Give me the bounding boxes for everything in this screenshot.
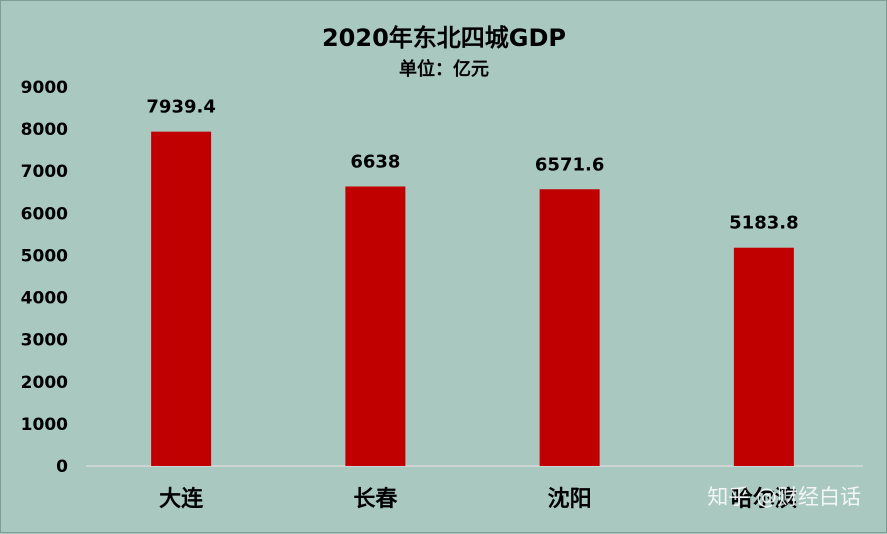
data-label: 7939.4 <box>146 97 215 118</box>
y-tick-label: 6000 <box>21 204 68 224</box>
bar <box>539 189 600 466</box>
chart-title: 2020年东北四城GDP <box>322 24 566 52</box>
y-tick-label: 1000 <box>21 415 68 435</box>
bar <box>733 247 794 466</box>
y-tick-label: 8000 <box>21 120 68 140</box>
y-tick-label: 5000 <box>21 246 68 266</box>
y-tick-label: 2000 <box>21 373 68 393</box>
bar <box>345 186 406 467</box>
y-axis: 0 1000 2000 3000 4000 5000 6000 7000 8000 9000 <box>21 78 68 477</box>
watermark: 知乎 @财经白话 <box>707 485 861 509</box>
y-tick-label: 0 <box>56 457 68 477</box>
chart-subtitle: 单位：亿元 <box>399 58 489 80</box>
bar <box>151 131 212 467</box>
y-tick-label: 9000 <box>21 78 68 98</box>
y-tick-label: 3000 <box>21 331 68 351</box>
x-tick-label: 长春 <box>353 487 397 512</box>
bars: 7939.4 6638 6571.6 5183.8 <box>146 97 799 467</box>
y-tick-label: 4000 <box>21 289 68 309</box>
data-label: 5183.8 <box>729 213 798 234</box>
x-axis: 大连 长春 沈阳 哈尔滨 <box>159 486 797 512</box>
data-label: 6571.6 <box>535 154 604 175</box>
x-tick-label: 哈尔滨 <box>731 486 797 512</box>
x-tick-label: 沈阳 <box>548 487 592 512</box>
x-tick-label: 大连 <box>159 486 204 512</box>
y-tick-label: 7000 <box>21 162 68 182</box>
data-label: 6638 <box>350 151 400 172</box>
